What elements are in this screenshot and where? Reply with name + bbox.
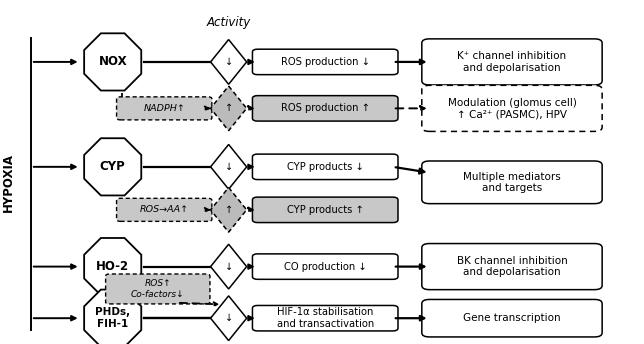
Polygon shape [211, 40, 247, 84]
FancyBboxPatch shape [117, 97, 212, 120]
FancyBboxPatch shape [422, 299, 602, 337]
Text: CYP: CYP [100, 160, 126, 173]
FancyBboxPatch shape [422, 85, 602, 131]
Text: ROS production ↓: ROS production ↓ [281, 57, 370, 67]
Polygon shape [211, 244, 247, 289]
Polygon shape [211, 86, 247, 131]
Text: HYPOXIA: HYPOXIA [2, 153, 15, 212]
Text: ROS production ↑: ROS production ↑ [281, 103, 370, 114]
Polygon shape [84, 138, 141, 195]
Polygon shape [84, 238, 141, 295]
FancyBboxPatch shape [422, 161, 602, 204]
FancyBboxPatch shape [422, 244, 602, 290]
FancyBboxPatch shape [117, 198, 212, 222]
Polygon shape [211, 187, 247, 232]
Text: PHDs,
FIH-1: PHDs, FIH-1 [95, 308, 130, 329]
FancyBboxPatch shape [252, 96, 398, 121]
Text: CYP products ↑: CYP products ↑ [287, 205, 364, 215]
Text: Activity: Activity [207, 16, 251, 29]
FancyBboxPatch shape [422, 39, 602, 85]
Text: NOX: NOX [99, 55, 127, 68]
Text: ROS↑
Co-factors↓: ROS↑ Co-factors↓ [131, 279, 185, 299]
Text: HIF-1α stabilisation
and transactivation: HIF-1α stabilisation and transactivation [276, 308, 374, 329]
Text: BK channel inhibition
and depolarisation: BK channel inhibition and depolarisation [457, 256, 567, 277]
Text: NADPH↑: NADPH↑ [143, 104, 185, 113]
Text: ↓: ↓ [225, 57, 232, 67]
Text: ROS→AA↑: ROS→AA↑ [140, 205, 189, 214]
Polygon shape [84, 290, 141, 344]
FancyBboxPatch shape [252, 154, 398, 180]
Text: K⁺ channel inhibition
and depolarisation: K⁺ channel inhibition and depolarisation [457, 51, 567, 73]
Text: HO-2: HO-2 [96, 260, 129, 273]
Text: CO production ↓: CO production ↓ [284, 261, 366, 272]
Text: ↓: ↓ [225, 313, 232, 323]
FancyBboxPatch shape [252, 49, 398, 75]
Text: Gene transcription: Gene transcription [463, 313, 561, 323]
FancyBboxPatch shape [252, 254, 398, 279]
FancyBboxPatch shape [252, 197, 398, 223]
FancyBboxPatch shape [106, 274, 210, 304]
Text: ↓: ↓ [225, 261, 232, 272]
Text: Multiple mediators
and targets: Multiple mediators and targets [463, 172, 561, 193]
Polygon shape [84, 33, 141, 90]
Text: Modulation (glomus cell)
↑ Ca²⁺ (PASMC), HPV: Modulation (glomus cell) ↑ Ca²⁺ (PASMC),… [448, 98, 576, 119]
FancyBboxPatch shape [252, 305, 398, 331]
Polygon shape [211, 144, 247, 189]
Text: ↓: ↓ [225, 162, 232, 172]
Text: ↑: ↑ [225, 103, 232, 114]
Text: ↑: ↑ [225, 205, 232, 215]
Text: CYP products ↓: CYP products ↓ [287, 162, 364, 172]
Polygon shape [211, 296, 247, 341]
